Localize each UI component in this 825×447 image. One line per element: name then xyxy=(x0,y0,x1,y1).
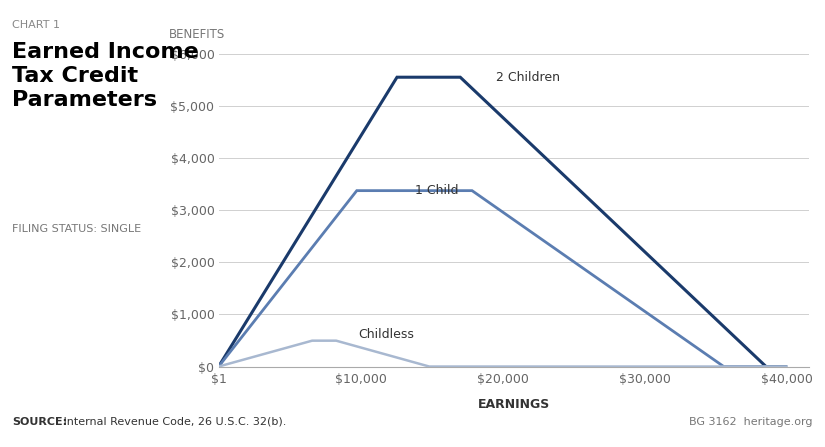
Text: SOURCE:: SOURCE: xyxy=(12,417,68,427)
Text: FILING STATUS: SINGLE: FILING STATUS: SINGLE xyxy=(12,224,142,233)
Text: Internal Revenue Code, 26 U.S.C. 32(b).: Internal Revenue Code, 26 U.S.C. 32(b). xyxy=(60,417,286,427)
Text: BENEFITS: BENEFITS xyxy=(168,28,224,41)
X-axis label: EARNINGS: EARNINGS xyxy=(478,397,549,411)
Text: 1 Child: 1 Child xyxy=(415,184,458,197)
Text: 2 Children: 2 Children xyxy=(496,71,560,84)
Text: Childless: Childless xyxy=(358,328,414,341)
Text: Earned Income
Tax Credit
Parameters: Earned Income Tax Credit Parameters xyxy=(12,42,199,110)
Text: CHART 1: CHART 1 xyxy=(12,20,60,30)
Text: BG 3162  heritage.org: BG 3162 heritage.org xyxy=(689,417,813,427)
